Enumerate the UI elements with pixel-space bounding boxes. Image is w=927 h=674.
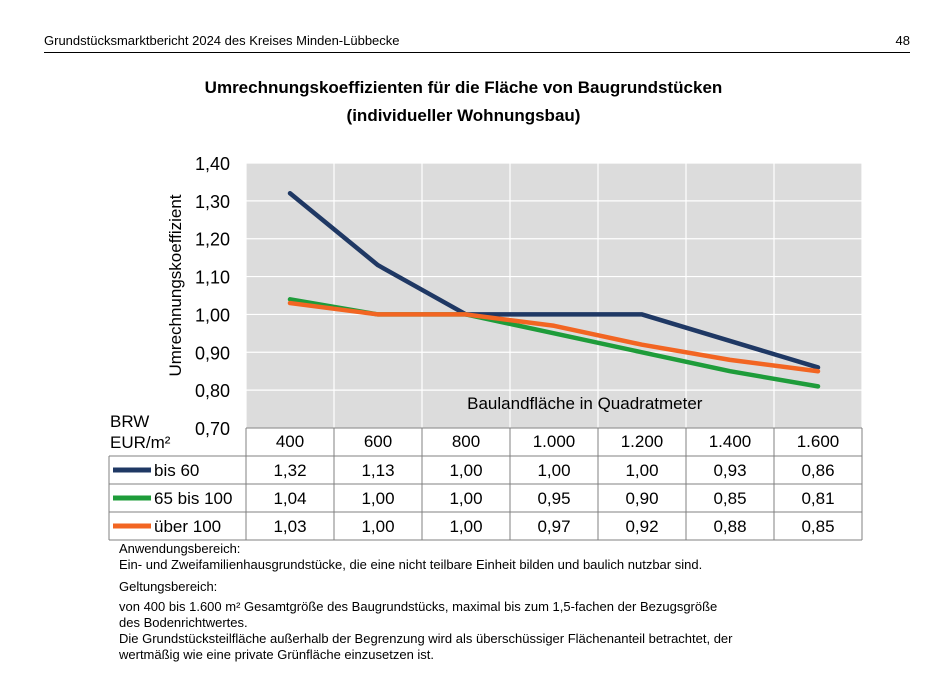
series-line [287, 300, 821, 374]
data-label: 1,13 [361, 461, 394, 480]
x-tick-label: 1.600 [797, 432, 840, 451]
data-label: 1,04 [273, 489, 306, 508]
data-label: 0,85 [713, 489, 746, 508]
table-header-brw: BRW [110, 412, 149, 431]
x-tick-label: 600 [364, 432, 392, 451]
x-tick-label: 1.400 [709, 432, 752, 451]
data-label: 1,00 [361, 517, 394, 536]
validity-text-2a: Die Grundstücksteilfläche außerhalb der … [119, 631, 733, 646]
validity-text-1b: des Bodenrichtwertes. [119, 615, 248, 630]
scope-text: Ein- und Zweifamilienhausgrundstücke, di… [119, 557, 703, 572]
data-label: 1,00 [625, 461, 658, 480]
validity-text-1a: von 400 bis 1.600 m² Gesamtgröße des Bau… [119, 599, 718, 614]
y-tick-label: 1,30 [195, 192, 230, 212]
data-label: 0,97 [537, 517, 570, 536]
notes: Anwendungsbereich: Ein- und Zweifamilien… [119, 541, 879, 663]
plot-area [246, 163, 862, 428]
legend-label: 65 bis 100 [154, 489, 232, 508]
legend-label: über 100 [154, 517, 221, 536]
y-tick-label: 0,80 [195, 381, 230, 401]
series-line [287, 191, 821, 370]
data-label: 0,86 [801, 461, 834, 480]
chart-subtitle: (individueller Wohnungsbau) [346, 106, 581, 125]
data-label: 1,00 [361, 489, 394, 508]
y-tick-label: 0,90 [195, 343, 230, 363]
page-header: Grundstücksmarktbericht 2024 des Kreises… [44, 32, 910, 53]
y-tick-label: 0,70 [195, 419, 230, 439]
data-label: 1,00 [449, 517, 482, 536]
scope-label: Anwendungsbereich: [119, 541, 241, 556]
data-label: 1,00 [537, 461, 570, 480]
chart-title: Umrechnungskoeffizienten für die Fläche … [204, 78, 723, 97]
data-label: 1,00 [449, 461, 482, 480]
data-label: 0,88 [713, 517, 746, 536]
table-header-unit: EUR/m² [110, 433, 171, 452]
x-tick-label: 1.200 [621, 432, 664, 451]
y-tick-label: 1,40 [195, 154, 230, 174]
data-label: 0,81 [801, 489, 834, 508]
data-label: 0,93 [713, 461, 746, 480]
data-label: 1,00 [449, 489, 482, 508]
y-tick-label: 1,20 [195, 230, 230, 250]
x-tick-label: 800 [452, 432, 480, 451]
validity-text-2b: wertmäßig wie eine private Grünfläche ei… [119, 647, 435, 662]
y-axis-label: Umrechnungskoeffizient [166, 194, 185, 376]
x-tick-label: 1.000 [533, 432, 576, 451]
data-label: 0,92 [625, 517, 658, 536]
report-title: Grundstücksmarktbericht 2024 des Kreises… [44, 33, 400, 48]
data-label: 0,95 [537, 489, 570, 508]
data-label: 0,85 [801, 517, 834, 536]
page-number: 48 [895, 33, 910, 48]
legend-label: bis 60 [154, 461, 199, 480]
data-label: 1,32 [273, 461, 306, 480]
validity-label: Geltungsbereich: [119, 579, 218, 594]
y-tick-label: 1,10 [195, 268, 230, 288]
data-label: 0,90 [625, 489, 658, 508]
x-axis-label: Baulandfläche in Quadratmeter [467, 394, 703, 413]
data-label: 1,03 [273, 517, 306, 536]
y-tick-label: 1,00 [195, 305, 230, 325]
x-tick-label: 400 [276, 432, 304, 451]
